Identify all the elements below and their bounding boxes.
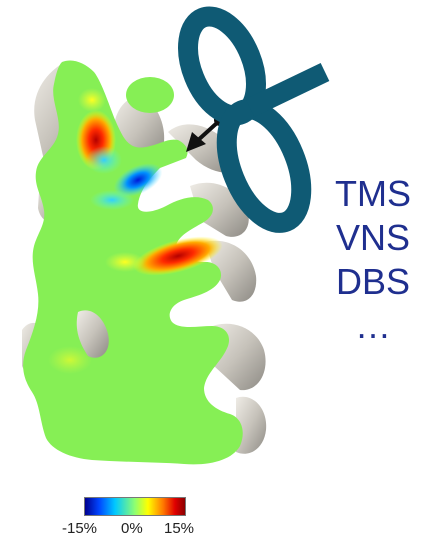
coldspot — [113, 163, 163, 197]
technique-label: … — [355, 305, 391, 346]
colorbar-mid-label: 0% — [121, 520, 143, 537]
technique-label: VNS — [335, 217, 411, 258]
colorbar-max-label: 15% — [164, 520, 195, 537]
colorbar-min-label: -15% — [62, 520, 98, 537]
hotspot-middle — [133, 236, 223, 276]
technique-label: DBS — [335, 261, 411, 302]
technique-label: TMS — [335, 173, 411, 214]
stimulation-techniques-list: TMS VNS DBS … — [318, 172, 428, 348]
colorbar — [84, 497, 186, 516]
figure-eight-coil-icon — [178, 6, 330, 233]
activation-map — [23, 60, 243, 465]
